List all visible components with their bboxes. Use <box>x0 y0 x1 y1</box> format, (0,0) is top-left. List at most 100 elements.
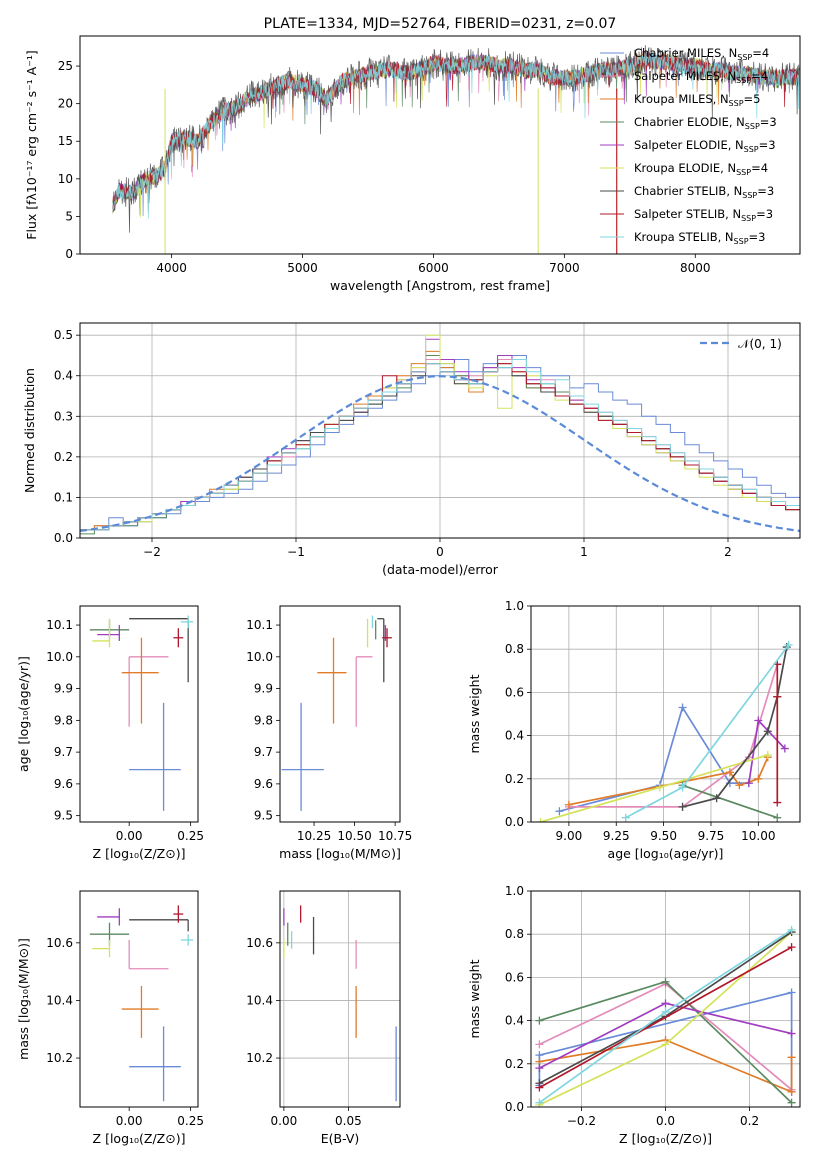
y-tick-label: 10.6 <box>46 936 73 950</box>
y-tick-label: 0.2 <box>505 1057 524 1071</box>
weight-marker <box>773 692 782 701</box>
y-tick-label: 1.0 <box>505 884 524 898</box>
x-tick-label: −1 <box>287 545 305 559</box>
y-tick-label: 0.0 <box>505 1100 524 1114</box>
y-tick-label: 1.0 <box>505 599 524 613</box>
y-tick-label: 10.0 <box>46 650 73 664</box>
axes-frame <box>79 605 199 823</box>
x-tick-label: 10.00 <box>741 829 775 843</box>
weight-marker <box>661 999 670 1008</box>
legend: Chabrier MILES, NSSP=4 Salpeter MILES, NS… <box>600 46 777 246</box>
y-tick-label: 9.7 <box>54 745 73 759</box>
y-axis-label: mass [log₁₀(M/M⊙)] <box>16 938 31 1060</box>
y-axis-label: mass weight <box>467 674 482 753</box>
y-tick-label: 0.4 <box>54 369 73 383</box>
plot-area <box>89 615 194 811</box>
x-tick-label: 9.00 <box>556 829 583 843</box>
y-tick-label: 0.2 <box>505 772 524 786</box>
axes-frame <box>530 605 801 823</box>
plot-area <box>535 925 796 1107</box>
plot-area <box>283 905 397 1102</box>
weight-marker <box>661 977 670 986</box>
plot-area <box>536 640 793 822</box>
histogram-step <box>80 363 800 531</box>
y-axis-label: Normed distribution <box>22 368 37 493</box>
x-axis-label: (data-model)/error <box>382 562 499 577</box>
plot-area <box>281 615 392 811</box>
weight-marker <box>787 1053 796 1062</box>
weight-marker <box>564 800 573 809</box>
x-tick-label: 0.00 <box>116 1114 143 1128</box>
x-tick-label: 0.25 <box>177 829 204 843</box>
weight-marker <box>535 1040 544 1049</box>
weight-marker <box>763 751 772 760</box>
y-tick-label: 10.1 <box>46 618 73 632</box>
x-tick-label: 8000 <box>680 261 711 275</box>
weight-marker <box>773 813 782 822</box>
weight-marker <box>678 783 687 792</box>
x-tick-label: 7000 <box>549 261 580 275</box>
x-tick-label: 10.75 <box>378 829 412 843</box>
weight-marker <box>535 1016 544 1025</box>
legend-entry: Salpeter STELIB, NSSP=3 <box>634 207 773 223</box>
histogram-step <box>80 338 800 531</box>
panel-age_vs_mass: 10.25 10.50 10.75 9.5 9.6 9.7 9.8 9.9 10.0 10.1 ma… <box>246 605 412 861</box>
weight-marker <box>784 640 793 649</box>
y-tick-label: 10.1 <box>246 618 273 632</box>
y-tick-label: 0.8 <box>505 927 524 941</box>
weight-line <box>538 946 793 1089</box>
y-tick-label: 0.6 <box>505 970 524 984</box>
weight-line <box>682 784 778 819</box>
histogram-step <box>80 355 800 535</box>
axes-frame <box>79 35 801 255</box>
y-tick-label: 0.8 <box>505 642 524 656</box>
legend-entry: Chabrier ELODIE, NSSP=3 <box>634 115 777 131</box>
x-tick-label: 0.00 <box>116 829 143 843</box>
y-tick-label: 10.2 <box>46 1051 73 1065</box>
legend-entry: Kroupa MILES, NSSP=5 <box>634 92 760 108</box>
x-tick-label: 0.0 <box>656 1114 675 1128</box>
y-tick-label: 0.3 <box>54 409 73 423</box>
legend-entry: Kroupa STELIB, NSSP=3 <box>634 230 765 246</box>
panel-residuals: −2 −1 0 1 2 0.0 0.1 0.2 0.3 0.4 0.5 (data-model)/er… <box>22 322 801 577</box>
weight-line <box>748 718 786 784</box>
legend-entry: Chabrier MILES, NSSP=4 <box>634 46 769 62</box>
weight-marker <box>621 813 630 822</box>
histogram-step <box>80 334 800 531</box>
x-tick-label: 4000 <box>156 261 187 275</box>
x-tick-label: 9.25 <box>603 829 630 843</box>
x-tick-label: 9.75 <box>698 829 725 843</box>
histogram-step <box>80 359 800 531</box>
legend: 𝒩(0, 1) <box>700 337 782 351</box>
axes-frame <box>79 890 199 1108</box>
y-tick-label: 10 <box>58 172 73 186</box>
legend-entry: Salpeter ELODIE, NSSP=3 <box>634 138 776 154</box>
x-tick-label: 1 <box>580 545 588 559</box>
x-tick-label: 0.00 <box>271 1114 298 1128</box>
x-tick-label: 5000 <box>287 261 318 275</box>
x-axis-label: mass [log₁₀(M/M⊙)] <box>279 846 401 861</box>
weight-marker <box>735 781 744 790</box>
y-tick-label: 0.6 <box>505 685 524 699</box>
y-tick-label: 9.6 <box>254 777 273 791</box>
weight-marker <box>754 716 763 725</box>
x-tick-label: 9.50 <box>650 829 677 843</box>
x-axis-label: E(B-V) <box>321 1131 360 1146</box>
x-tick-label: 2 <box>724 545 732 559</box>
legend-entry: Chabrier STELIB, NSSP=3 <box>634 184 774 200</box>
panel-weight_vs_age: 9.00 9.25 9.50 9.75 10.00 0.0 0.2 0.4 0.6 0.8 1.0 a… <box>467 599 801 861</box>
weight-marker <box>535 1098 544 1107</box>
legend-entry: Kroupa ELODIE, NSSP=4 <box>634 161 768 177</box>
x-tick-label: 0 <box>436 545 444 559</box>
y-tick-label: 10.6 <box>246 936 273 950</box>
weight-marker <box>754 774 763 783</box>
panel-spectrum: 4000 5000 6000 7000 8000 0 5 10 15 20 25 wavelength… <box>24 16 801 293</box>
x-tick-label: 0.2 <box>740 1114 759 1128</box>
weight-line <box>568 664 779 808</box>
y-tick-label: 15 <box>58 134 73 148</box>
x-axis-label: wavelength [Angstrom, rest frame] <box>330 278 550 293</box>
y-tick-label: 10.4 <box>246 993 273 1007</box>
y-axis-label: mass weight <box>467 959 482 1038</box>
panel-weight_vs_z: −0.2 0.0 0.2 0.0 0.2 0.4 0.6 0.8 1.0 Z [log₁₀(Z/Z… <box>467 884 801 1146</box>
